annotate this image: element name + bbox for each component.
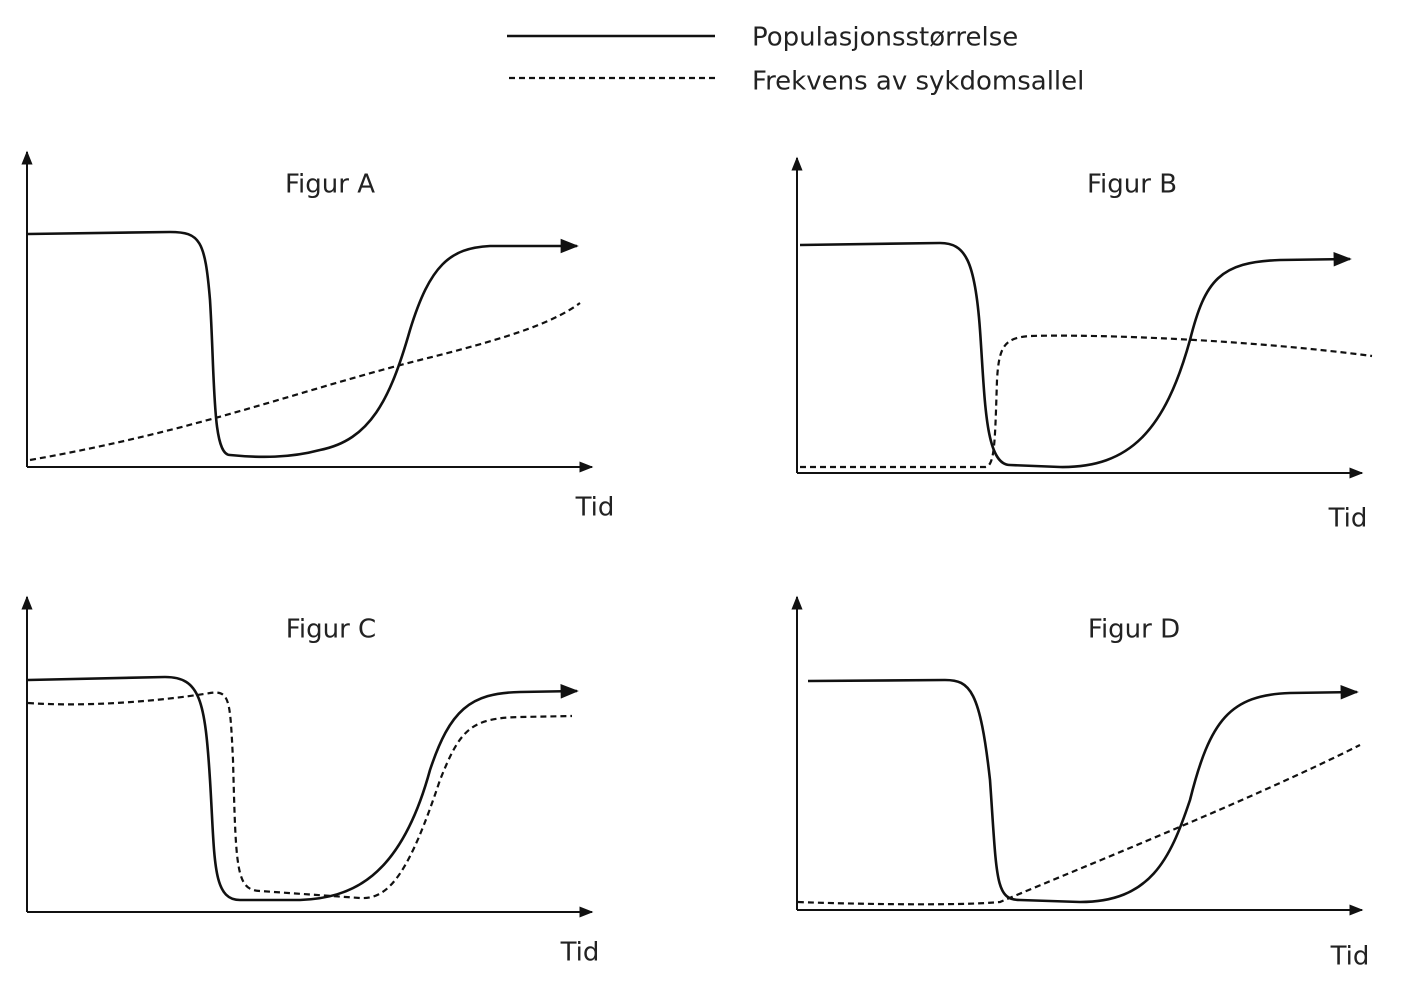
allele-curve [800, 334, 1373, 469]
figure-d: Figur D Tid [791, 595, 1370, 972]
population-curve [27, 230, 579, 459]
x-label: Tid [1328, 504, 1368, 534]
figure-title: Figur D [1088, 615, 1180, 645]
figure-title: Figur C [286, 615, 376, 645]
x-label: Tid [560, 938, 600, 968]
figure-b: Figur B Tid [791, 156, 1373, 534]
population-curve [799, 241, 1352, 469]
x-label: Tid [575, 493, 615, 523]
figure-c: Figur C Tid [21, 595, 600, 968]
figure-title: Figur B [1087, 170, 1177, 200]
legend: Populasjonsstørrelse Frekvens av sykdoms… [507, 23, 1084, 97]
legend-label: Frekvens av sykdomsallel [752, 67, 1084, 97]
x-label: Tid [1330, 942, 1370, 972]
figure-title: Figur A [285, 170, 375, 200]
allele-curve [797, 744, 1361, 906]
legend-label: Populasjonsstørrelse [752, 23, 1018, 53]
allele-curve [27, 691, 573, 900]
population-curve [807, 678, 1359, 904]
figure-a: Figur A Tid [21, 150, 615, 523]
allele-curve [29, 302, 581, 462]
population-curve [27, 675, 579, 902]
